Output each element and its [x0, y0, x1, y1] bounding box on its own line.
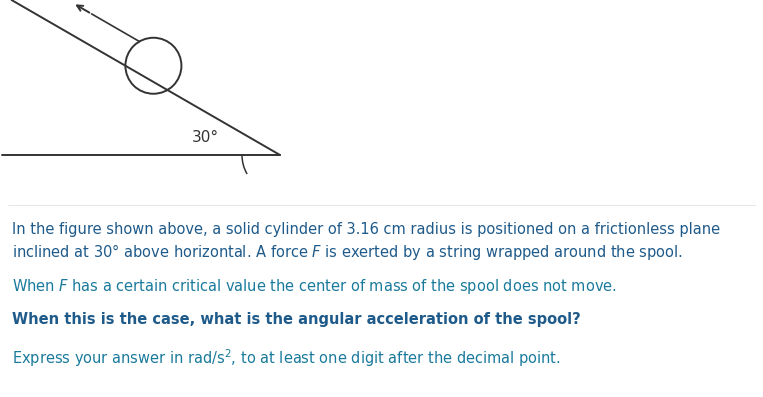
Text: $\it{F}$: $\it{F}$ [55, 0, 66, 4]
Text: In the figure shown above, a solid cylinder of 3.16 cm radius is positioned on a: In the figure shown above, a solid cylin… [12, 222, 720, 237]
Text: 30°: 30° [192, 129, 218, 145]
Text: Express your answer in rad/s$^2$, to at least one digit after the decimal point.: Express your answer in rad/s$^2$, to at … [12, 347, 561, 369]
Text: inclined at 30° above horizontal. A force $\mathit{F}$ is exerted by a string wr: inclined at 30° above horizontal. A forc… [12, 242, 683, 262]
Text: When $\mathit{F}$ has a certain critical value the center of mass of the spool d: When $\mathit{F}$ has a certain critical… [12, 277, 617, 296]
Text: When this is the case, what is the angular acceleration of the spool?: When this is the case, what is the angul… [12, 312, 581, 327]
